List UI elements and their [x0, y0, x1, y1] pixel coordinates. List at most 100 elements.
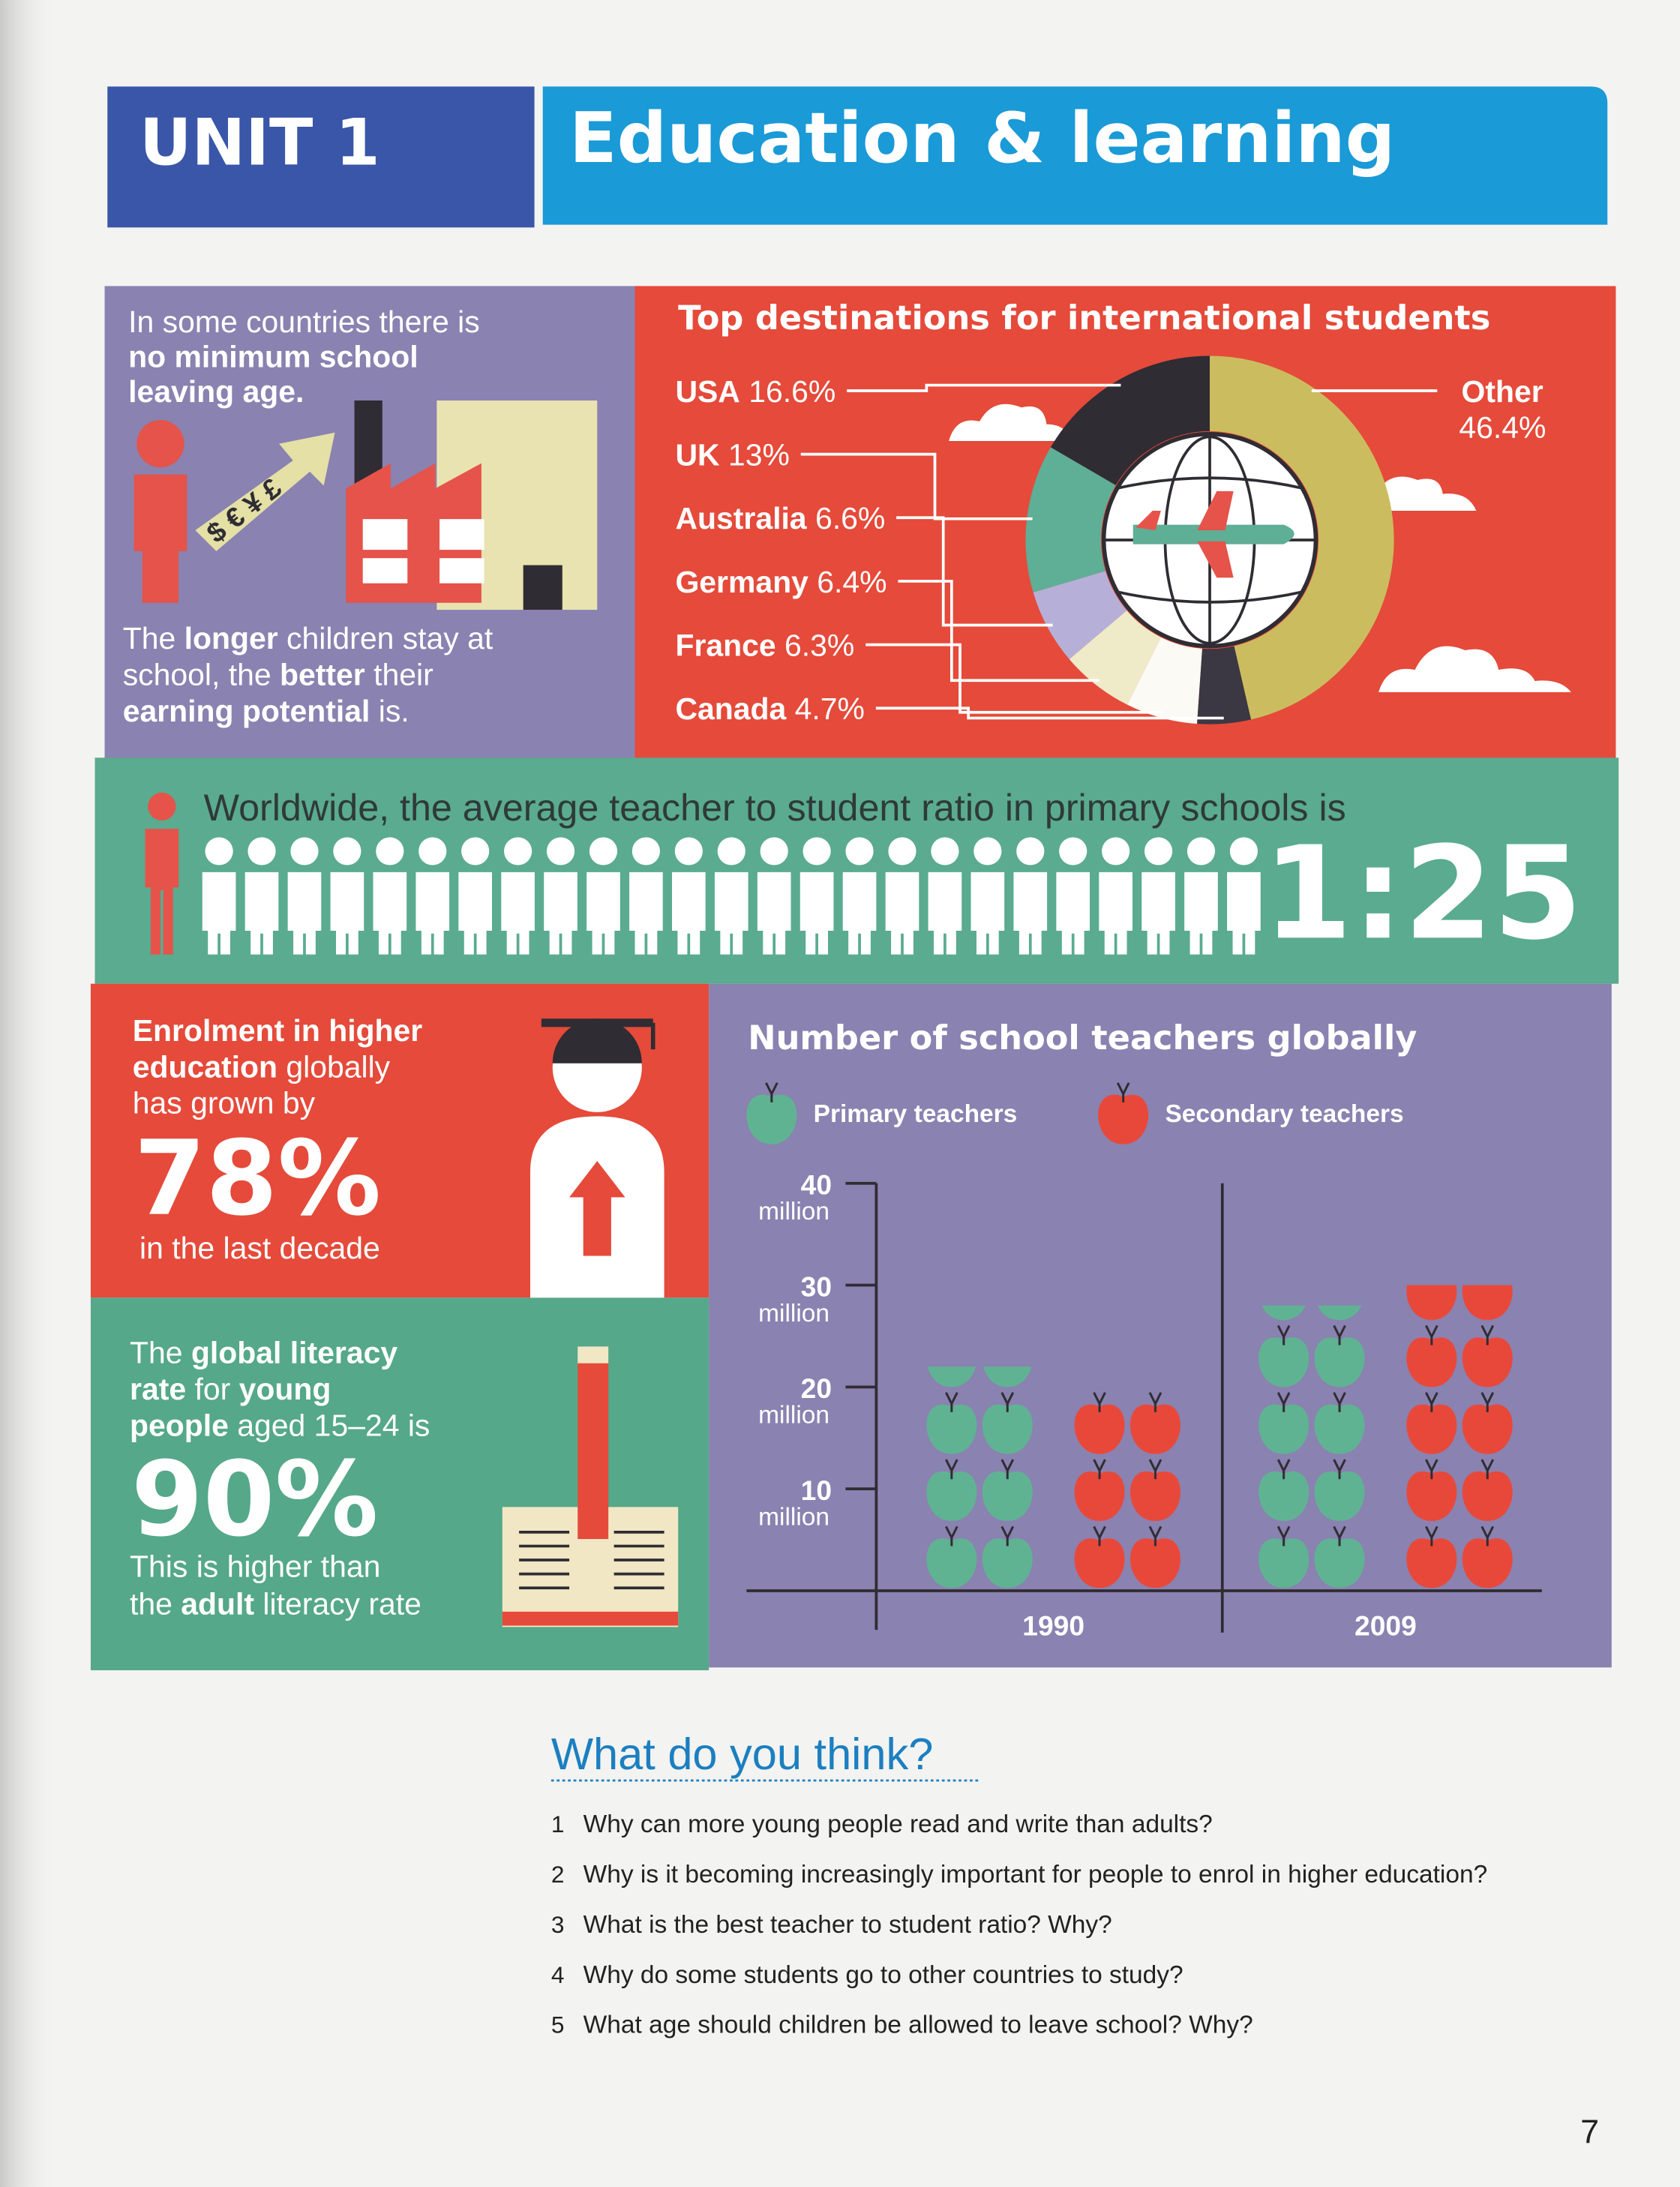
chart-title: Number of school teachers globally: [748, 1018, 1417, 1058]
legend-label: Germany 6.4%: [675, 565, 886, 599]
person-head: [632, 837, 660, 866]
y-tick-label: 10: [801, 1474, 832, 1506]
donut-title: Top destinations for international stude…: [678, 298, 1490, 338]
person-head: [504, 837, 532, 866]
apple-stem: [765, 1082, 778, 1102]
leader-line: [896, 516, 1053, 627]
text-line: Enrolment in higher: [133, 1013, 423, 1048]
person-head: [1102, 837, 1130, 866]
person-head: [248, 837, 276, 866]
value-label: 6.4%: [817, 565, 886, 599]
page-shadow: [0, 0, 56, 2187]
person-head: [760, 837, 788, 866]
text-segment: adult: [181, 1587, 254, 1622]
text-line: no minimum school: [128, 339, 418, 374]
text-segment: The: [130, 1336, 191, 1370]
donut-segment: [1025, 447, 1116, 593]
person-head: [290, 837, 319, 866]
unit-label: UNIT 1: [140, 106, 380, 181]
text-segment: global literacy: [191, 1336, 398, 1370]
text-segment: young: [239, 1372, 332, 1406]
text-line: education globally: [133, 1049, 391, 1084]
question-number: 1: [551, 1810, 565, 1838]
category: UK: [675, 438, 720, 472]
y-tick-unit: million: [758, 1198, 830, 1226]
question-text: What is the best teacher to student rati…: [584, 1911, 1112, 1939]
text-segment: education: [133, 1049, 278, 1084]
person-body: [501, 872, 535, 955]
person-head: [1186, 837, 1216, 866]
question-text: Why do some students go to other countri…: [584, 1961, 1184, 1989]
value-label: 13%: [728, 438, 790, 472]
globe: [1101, 431, 1318, 649]
y-tick-label: 20: [801, 1372, 832, 1404]
person-head: [333, 837, 362, 866]
apple: [1098, 1094, 1149, 1144]
y-tick-label: 40: [801, 1169, 832, 1201]
value-label: 16.6%: [748, 374, 836, 409]
category: USA: [675, 374, 740, 409]
questions-title: What do you think?: [551, 1729, 934, 1779]
question-text: Why is it becoming increasingly importan…: [584, 1861, 1488, 1888]
unit-title: Education & learning: [569, 98, 1395, 178]
donut-segment: [1210, 356, 1394, 720]
text-line: has grown by: [133, 1086, 316, 1120]
text-segment: rate: [130, 1372, 186, 1406]
person-body: [1099, 872, 1132, 955]
text-segment: longer: [184, 621, 278, 656]
spacer: [720, 438, 728, 472]
legend-label: UK 13%: [675, 438, 789, 472]
text-segment: is.: [370, 694, 409, 728]
person-body: [672, 872, 706, 955]
category: Other: [1462, 374, 1544, 409]
question-text: Why can more young people read and write…: [584, 1810, 1213, 1838]
text-segment: people: [130, 1408, 229, 1442]
y-tick-unit: million: [758, 1300, 830, 1328]
person-body: [1184, 872, 1218, 955]
person-body: [714, 872, 748, 955]
text-segment: leaving age.: [128, 374, 304, 409]
text-line: the adult literacy rate: [130, 1587, 422, 1622]
person-head: [546, 837, 575, 866]
person-body: [629, 872, 663, 955]
value-label: 6.3%: [784, 628, 854, 662]
student-icons: [202, 837, 1261, 955]
person-head: [376, 837, 404, 866]
text-line: rate for young: [130, 1372, 331, 1406]
person-head: [674, 837, 703, 866]
person-body: [145, 829, 179, 955]
person-head: [888, 837, 916, 866]
person-head: [205, 837, 233, 866]
text-line: people aged 15–24 is: [130, 1408, 430, 1442]
category: Germany: [675, 565, 808, 599]
person-head: [148, 792, 176, 820]
legend-label: Canada 4.7%: [675, 692, 864, 726]
question-number: 4: [551, 1961, 565, 1988]
x-tick-label: 1990: [1022, 1610, 1084, 1642]
bar: [1256, 1305, 1368, 1591]
category: France: [675, 628, 776, 662]
text-segment: Enrolment in higher: [133, 1013, 423, 1048]
unit-bar: [107, 86, 535, 228]
person-head: [1059, 837, 1088, 866]
person-body: [544, 872, 578, 955]
text-segment: the: [130, 1587, 181, 1622]
value-label: 46.4%: [1459, 410, 1546, 445]
text-segment: their: [365, 658, 434, 692]
text-segment: In some countries there is: [128, 304, 480, 339]
spacer: [776, 628, 784, 662]
person-body: [928, 872, 962, 955]
legend-label: Australia 6.6%: [675, 501, 885, 536]
teacher-icons: [145, 792, 179, 955]
illustration-graduate: [530, 1018, 664, 1298]
person-body: [202, 872, 236, 955]
person-body: [757, 872, 791, 955]
person-body: [416, 872, 450, 955]
text-segment: no minimum school: [128, 339, 418, 374]
leader-line: [875, 706, 1224, 720]
question-number: 5: [551, 2012, 565, 2038]
text-segment: has grown by: [133, 1086, 316, 1120]
legend-label: Primary teachers: [814, 1100, 1018, 1128]
text-segment: better: [280, 658, 365, 692]
